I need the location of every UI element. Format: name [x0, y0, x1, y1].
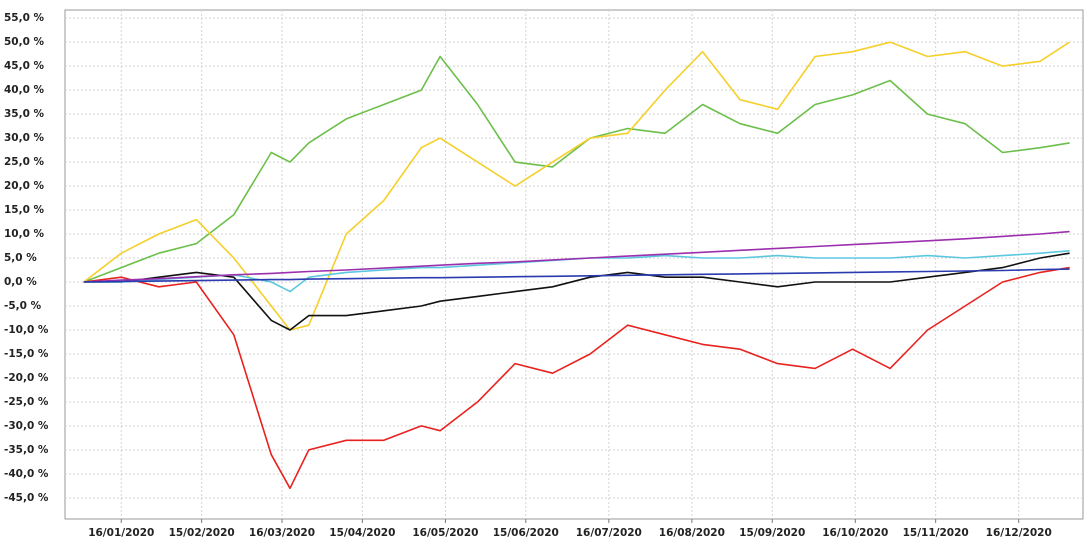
y-tick-label: 45,0 % — [4, 60, 45, 72]
series-line — [83, 41, 1071, 331]
x-tick-label: 16/08/2020 — [659, 527, 725, 539]
y-tick-label: 40,0 % — [4, 84, 45, 96]
y-tick-label: -15,0 % — [4, 348, 49, 360]
series-line — [83, 230, 1070, 283]
series-line — [83, 266, 1070, 490]
y-tick-label: 10,0 % — [4, 228, 45, 240]
x-tick-label: 16/07/2020 — [576, 527, 642, 539]
y-tick-label: -45,0 % — [4, 492, 49, 504]
y-tick-label: 5,0 % — [4, 252, 37, 264]
y-tick-label: -25,0 % — [4, 396, 49, 408]
y-tick-label: -40,0 % — [4, 468, 49, 480]
x-tick-label: 16/05/2020 — [412, 527, 478, 539]
x-tick-label: 16/03/2020 — [249, 527, 315, 539]
y-tick-label: 50,0 % — [4, 36, 45, 48]
series-line — [83, 268, 1070, 283]
y-tick-label: 20,0 % — [4, 180, 45, 192]
y-tick-label: -30,0 % — [4, 420, 49, 432]
y-tick-label: 30,0 % — [4, 132, 45, 144]
y-tick-label: -10,0 % — [4, 324, 49, 336]
y-tick-label: 55,0 % — [4, 12, 45, 24]
y-tick-label: -35,0 % — [4, 444, 49, 456]
y-tick-label: 0,0 % — [4, 276, 37, 288]
y-tick-label: 35,0 % — [4, 108, 45, 120]
x-tick-label: 16/12/2020 — [986, 527, 1052, 539]
series-line — [83, 252, 1070, 331]
series-line — [83, 55, 1070, 283]
x-tick-label: 16/10/2020 — [822, 527, 888, 539]
y-tick-label: 15,0 % — [4, 204, 45, 216]
x-tick-label: 15/02/2020 — [169, 527, 235, 539]
plot-area — [64, 9, 1084, 520]
y-tick-label: -5,0 % — [4, 300, 42, 312]
x-tick-label: 16/01/2020 — [88, 527, 154, 539]
x-tick-label: 15/09/2020 — [739, 527, 805, 539]
x-tick-label: 15/04/2020 — [329, 527, 395, 539]
x-tick-label: 15/06/2020 — [493, 527, 559, 539]
x-tick-label: 15/11/2020 — [903, 527, 969, 539]
y-tick-label: 25,0 % — [4, 156, 45, 168]
y-tick-label: -20,0 % — [4, 372, 49, 384]
